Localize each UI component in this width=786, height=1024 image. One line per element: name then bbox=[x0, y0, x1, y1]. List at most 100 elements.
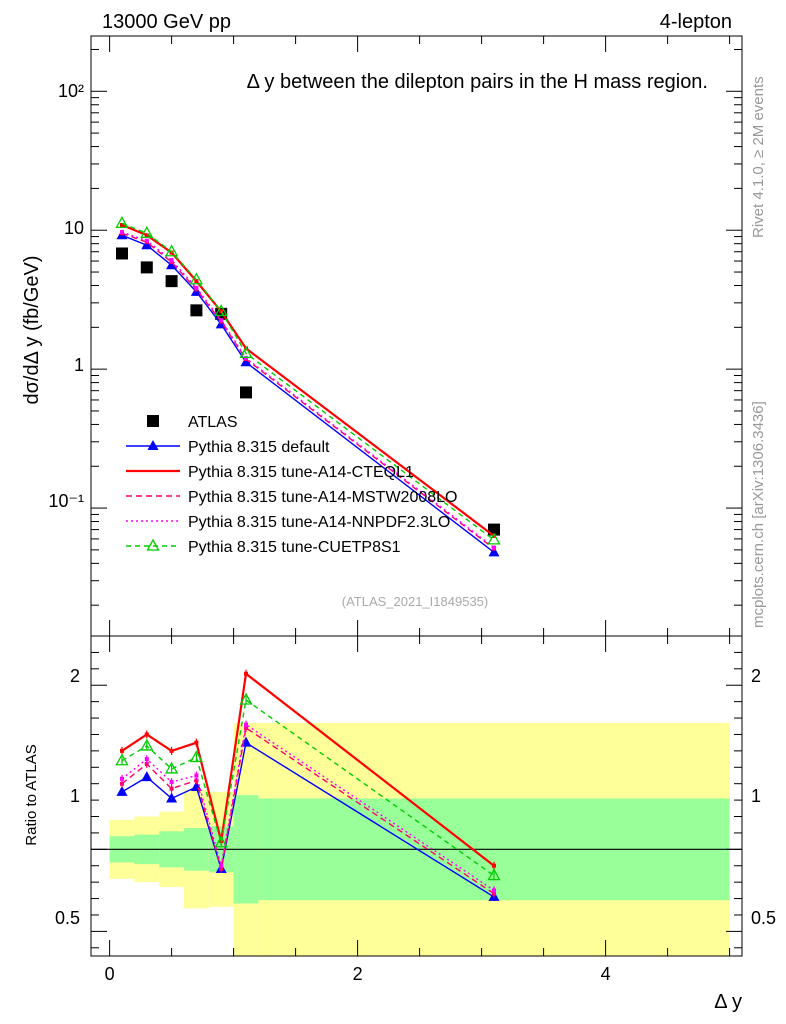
legend-label-pythia-8-315-default: Pythia 8.315 default bbox=[188, 439, 330, 456]
ratio-point-pythia-8-315-tune-cuetp8s1-3 bbox=[189, 750, 203, 763]
x-tick-label-4: 4 bbox=[601, 964, 611, 984]
point-pythia-8-315-tune-a14-cteql1-3 bbox=[194, 279, 199, 284]
main-plot-area bbox=[115, 216, 501, 557]
legend-label-pythia-8-315-tune-cuetp8s1: Pythia 8.315 tune-CUETP8S1 bbox=[188, 539, 401, 556]
legend-entry-pythia-8-315-default: Pythia 8.315 default bbox=[126, 439, 330, 456]
ratio-y-tick-label-2: 2 bbox=[70, 666, 80, 686]
main-y-tick-labels: 10⁻¹ 1 10 10² bbox=[48, 81, 84, 511]
point-pythia-8-315-default-2 bbox=[166, 259, 178, 270]
point-pythia-8-315-tune-a14-cteql1-6 bbox=[492, 533, 496, 538]
point-pythia-8-315-tune-cuetp8s1-6 bbox=[487, 532, 501, 545]
ratio-point-pythia-8-315-tune-a14-mstw2008lo-1 bbox=[144, 762, 149, 766]
main-axes bbox=[91, 36, 742, 636]
ratio-point-pythia-8-315-tune-a14-mstw2008lo-2 bbox=[169, 786, 174, 791]
rivet-version-label: Rivet 4.1.0, ≥ 2M events bbox=[750, 76, 767, 238]
ratio-axes bbox=[91, 636, 742, 956]
legend-label-pythia-8-315-tune-a14-mstw2008lo: Pythia 8.315 tune-A14-MSTW2008LO bbox=[188, 489, 457, 506]
x-tick-label-2: 2 bbox=[353, 964, 363, 984]
legend-marker-pythia-8-315-default bbox=[147, 440, 159, 450]
point-pythia-8-315-tune-a14-cteql1-0 bbox=[120, 223, 124, 228]
y-tick-label-100: 10² bbox=[58, 81, 84, 101]
y-tick-label-0.1: 10⁻¹ bbox=[48, 491, 84, 511]
legend-marker-pythia-8-315-tune-cuetp8s1 bbox=[146, 538, 160, 551]
legend-entry-atlas: ATLAS bbox=[147, 414, 238, 431]
point-pythia-8-315-tune-a14-nnpdf2-3lo-3 bbox=[194, 285, 199, 290]
point-pythia-8-315-tune-a14-nnpdf2-3lo-1 bbox=[144, 238, 149, 243]
legend-label-pythia-8-315-tune-a14-cteql1: Pythia 8.315 tune-A14-CTEQL1 bbox=[188, 464, 414, 481]
ratio-point-pythia-8-315-default-1 bbox=[141, 771, 153, 782]
point-pythia-8-315-tune-a14-nnpdf2-3lo-6 bbox=[492, 545, 496, 550]
point-pythia-8-315-default-6 bbox=[488, 546, 500, 557]
ratio-panel: 0.5 1 2 0.5 1 2 0 2 4 bbox=[55, 635, 776, 984]
ratio-y-tick-label-right-1: 1 bbox=[751, 786, 761, 806]
series-pythia-8-315-tune-cuetp8s1 bbox=[115, 216, 501, 545]
point-pythia-8-315-tune-a14-cteql1-1 bbox=[144, 233, 149, 238]
point-pythia-8-315-tune-cuetp8s1-0 bbox=[115, 216, 129, 229]
ratio-frame bbox=[90, 635, 743, 957]
series-pythia-8-315-tune-a14-nnpdf2-3lo bbox=[120, 230, 496, 550]
ratio-series-pythia-8-315-tune-cuetp8s1 bbox=[115, 692, 501, 881]
ratio-point-pythia-8-315-tune-cuetp8s1-0 bbox=[115, 753, 129, 766]
ratio-y-axis-title: Ratio to ATLAS bbox=[23, 744, 40, 845]
ratio-y-tick-label-0.5: 0.5 bbox=[55, 908, 80, 928]
y-tick-label-10: 10 bbox=[64, 218, 84, 238]
ratio-y-tick-label-right-0.5: 0.5 bbox=[751, 908, 776, 928]
ratio-point-pythia-8-315-tune-a14-nnpdf2-3lo-6 bbox=[492, 888, 496, 893]
point-pythia-8-315-tune-cuetp8s1-2 bbox=[165, 244, 179, 257]
ratio-point-pythia-8-315-tune-a14-nnpdf2-3lo-2 bbox=[169, 780, 174, 785]
ratio-point-pythia-8-315-default-2 bbox=[166, 792, 178, 803]
ratio-series-pythia-8-315-tune-a14-nnpdf2-3lo bbox=[120, 720, 496, 895]
point-pythia-8-315-tune-cuetp8s1-1 bbox=[140, 225, 154, 238]
ratio-series-pythia-8-315-default bbox=[116, 736, 500, 901]
analysis-tag: (ATLAS_2021_I1849535) bbox=[342, 594, 488, 609]
point-pythia-8-315-tune-cuetp8s1-5 bbox=[239, 345, 253, 358]
legend-entry-pythia-8-315-tune-a14-nnpdf2-3lo: Pythia 8.315 tune-A14-NNPDF2.3LO bbox=[126, 514, 450, 531]
legend-marker-atlas bbox=[147, 415, 159, 427]
ratio-point-pythia-8-315-tune-cuetp8s1-1 bbox=[140, 738, 154, 751]
ratio-point-pythia-8-315-tune-a14-cteql1-1 bbox=[144, 732, 149, 737]
legend-label-atlas: ATLAS bbox=[188, 414, 238, 431]
point-atlas-0 bbox=[116, 247, 128, 260]
point-pythia-8-315-tune-a14-nnpdf2-3lo-0 bbox=[120, 230, 124, 235]
legend-entry-pythia-8-315-tune-a14-mstw2008lo: Pythia 8.315 tune-A14-MSTW2008LO bbox=[126, 489, 457, 506]
legend-label-pythia-8-315-tune-a14-nnpdf2-3lo: Pythia 8.315 tune-A14-NNPDF2.3LO bbox=[188, 514, 450, 531]
ratio-point-pythia-8-315-tune-a14-nnpdf2-3lo-4 bbox=[219, 863, 224, 868]
y-tick-label-1: 1 bbox=[74, 355, 84, 375]
x-axis-title: Δ y bbox=[714, 991, 742, 1013]
ratio-y-tick-labels: 0.5 1 2 0.5 1 2 bbox=[55, 666, 776, 928]
ratio-point-pythia-8-315-tune-cuetp8s1-2 bbox=[165, 761, 179, 774]
point-pythia-8-315-tune-a14-nnpdf2-3lo-2 bbox=[169, 258, 174, 263]
energy-label: 13000 GeV pp bbox=[102, 11, 231, 33]
legend-entry-pythia-8-315-tune-a14-cteql1: Pythia 8.315 tune-A14-CTEQL1 bbox=[126, 464, 414, 481]
point-pythia-8-315-default-1 bbox=[141, 239, 153, 250]
ratio-point-pythia-8-315-tune-a14-cteql1-6 bbox=[492, 863, 496, 868]
plot-title: Δ y between the dilepton pairs in the H … bbox=[247, 71, 708, 93]
ratio-point-pythia-8-315-default-0 bbox=[116, 785, 128, 796]
mcplots-label: mcplots.cern.ch [arXiv:1306.3436] bbox=[750, 401, 767, 628]
main-panel: 10⁻¹ 1 10 10² ATLAS Pythia 8.315 default P… bbox=[48, 35, 743, 637]
ratio-plot-area bbox=[91, 669, 742, 956]
point-pythia-8-315-tune-a14-nnpdf2-3lo-4 bbox=[219, 318, 224, 323]
point-atlas-3 bbox=[190, 304, 203, 317]
ratio-point-pythia-8-315-tune-cuetp8s1-6 bbox=[487, 868, 501, 881]
ratio-point-pythia-8-315-tune-cuetp8s1-5 bbox=[239, 692, 253, 705]
point-atlas-1 bbox=[140, 261, 153, 274]
point-pythia-8-315-default-5 bbox=[240, 356, 252, 367]
ratio-point-pythia-8-315-tune-a14-cteql1-3 bbox=[194, 740, 199, 745]
ratio-point-pythia-8-315-tune-a14-mstw2008lo-3 bbox=[194, 778, 199, 783]
point-pythia-8-315-tune-a14-mstw2008lo-2 bbox=[169, 260, 174, 265]
x-tick-labels: 0 2 4 bbox=[105, 964, 611, 984]
ratio-point-pythia-8-315-tune-a14-mstw2008lo-0 bbox=[120, 781, 124, 786]
point-atlas-5 bbox=[240, 386, 252, 399]
ratio-point-pythia-8-315-tune-a14-cteql1-0 bbox=[120, 748, 124, 753]
point-atlas-2 bbox=[165, 275, 178, 288]
channel-label: 4-lepton bbox=[660, 11, 732, 33]
ratio-point-pythia-8-315-tune-a14-cteql1-2 bbox=[169, 748, 174, 753]
ratio-point-pythia-8-315-tune-a14-nnpdf2-3lo-1 bbox=[144, 757, 149, 762]
point-pythia-8-315-tune-a14-nnpdf2-3lo-5 bbox=[244, 356, 248, 361]
line-pythia-8-315-tune-cuetp8s1 bbox=[121, 222, 495, 541]
series-pythia-8-315-default bbox=[116, 229, 500, 557]
ratio-point-pythia-8-315-tune-a14-nnpdf2-3lo-0 bbox=[120, 776, 124, 781]
point-pythia-8-315-tune-cuetp8s1-4 bbox=[214, 304, 228, 317]
